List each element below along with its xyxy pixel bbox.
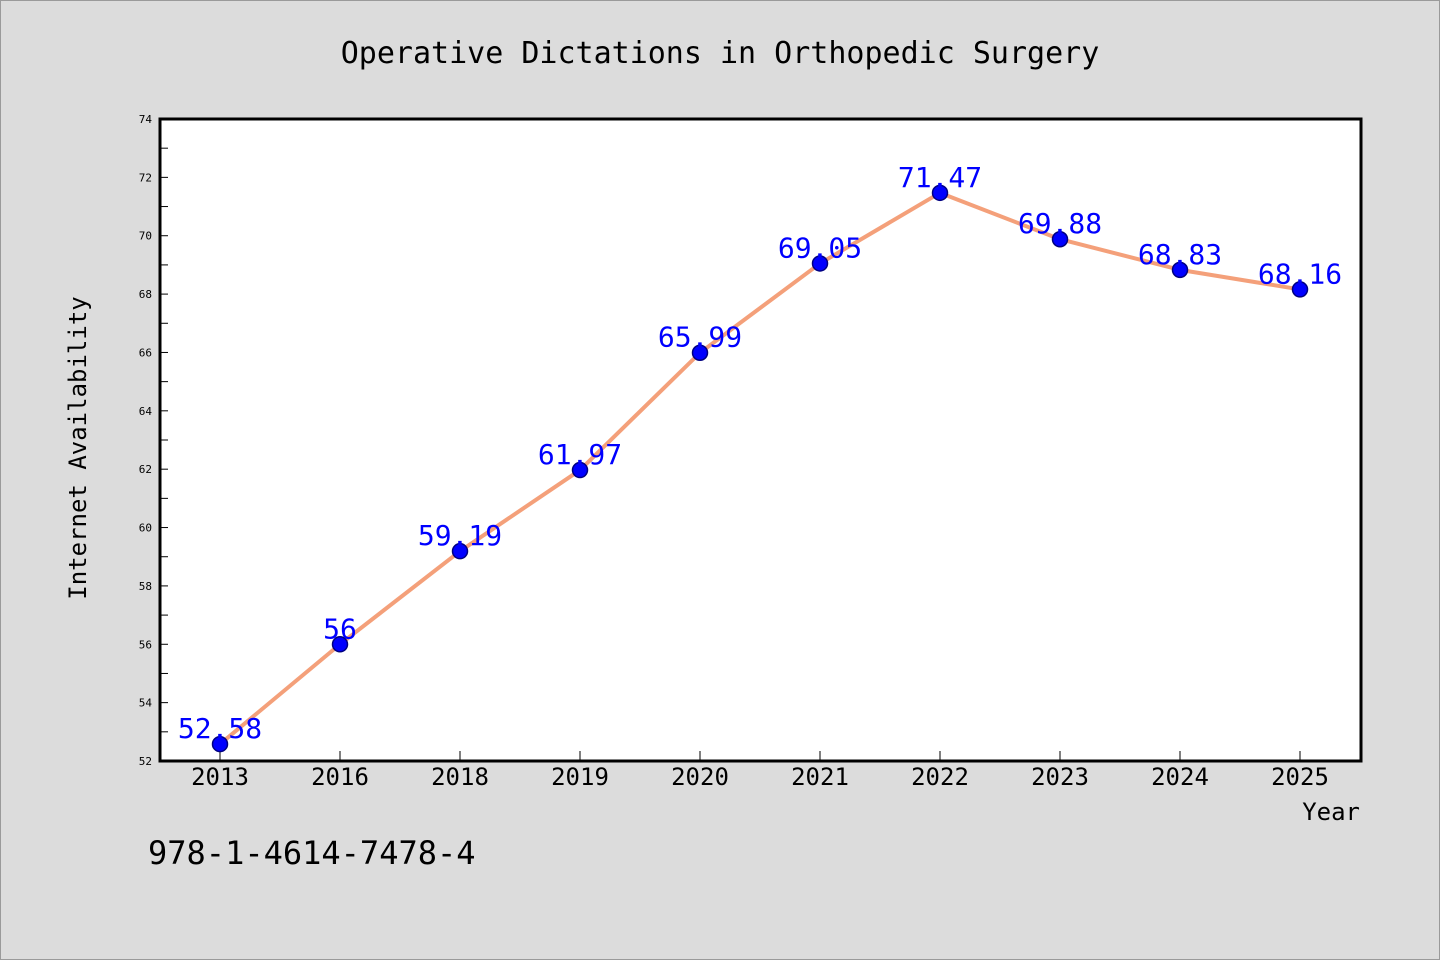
- x-axis-label: Year: [1302, 798, 1360, 826]
- data-label: 68.16: [1258, 257, 1342, 290]
- data-point: [571, 461, 589, 479]
- x-tick-label: 2022: [911, 763, 969, 791]
- footer-identifier: 978-1-4614-7478-4: [148, 834, 476, 872]
- x-tick-label: 2024: [1151, 763, 1209, 791]
- data-point: [811, 255, 829, 272]
- y-tick-label: 74: [139, 113, 153, 126]
- data-label: 69.88: [1018, 207, 1102, 240]
- x-tick-label: 2023: [1031, 763, 1089, 791]
- data-label: 56: [323, 612, 357, 645]
- x-tick-label: 2018: [431, 763, 489, 791]
- plot-area: [158, 117, 1363, 763]
- data-label: 61.97: [538, 438, 622, 471]
- y-axis: 52 54 56 58 60 62 64 66 68 70 72 74: [139, 113, 168, 768]
- x-tick-label: 2025: [1271, 763, 1329, 791]
- x-tick-label: 2020: [671, 763, 729, 791]
- data-point: [451, 542, 469, 560]
- y-axis-label: Internet Availability: [64, 296, 92, 599]
- data-labels: 52.58 56 59.19 61.97 65.99 69.05 71.47 69.88 68.…: [178, 161, 1342, 745]
- x-axis: 2013 2016 2018 2019 2020 2021 2022 2023 2024 2025: [191, 751, 1329, 791]
- data-point: [1291, 281, 1309, 298]
- y-tick-label: 54: [139, 697, 153, 710]
- data-label: 65.99: [658, 321, 742, 354]
- data-point: [331, 636, 349, 653]
- y-tick-label: 60: [139, 522, 152, 535]
- data-label: 52.58: [178, 712, 262, 745]
- y-tick-label: 56: [139, 638, 152, 651]
- series-line-group: [218, 190, 1302, 747]
- series-line: [218, 190, 1302, 747]
- data-label: 69.05: [778, 231, 862, 264]
- y-tick-label: 64: [139, 405, 153, 418]
- y-tick-label: 66: [139, 346, 152, 359]
- data-point: [691, 344, 709, 361]
- data-point: [211, 735, 229, 753]
- y-tick-label: 58: [139, 580, 152, 593]
- data-point: [931, 184, 949, 202]
- data-point: [1051, 230, 1069, 248]
- x-tick-label: 2019: [551, 763, 609, 791]
- y-tick-label: 70: [139, 230, 152, 243]
- y-tick-label: 52: [139, 755, 152, 768]
- data-label: 68.83: [1138, 238, 1222, 271]
- x-tick-label: 2021: [791, 763, 849, 791]
- x-tick-label: 2013: [191, 763, 249, 791]
- data-point: [1171, 261, 1189, 279]
- data-label: 71.47: [898, 161, 982, 194]
- data-points: [211, 184, 1309, 753]
- chart-title: Operative Dictations in Orthopedic Surge…: [341, 36, 1100, 71]
- data-label: 59.19: [418, 519, 502, 552]
- y-tick-label: 62: [139, 463, 152, 476]
- y-tick-label: 72: [139, 171, 152, 184]
- y-tick-label: 68: [139, 288, 152, 301]
- x-tick-label: 2016: [311, 763, 369, 791]
